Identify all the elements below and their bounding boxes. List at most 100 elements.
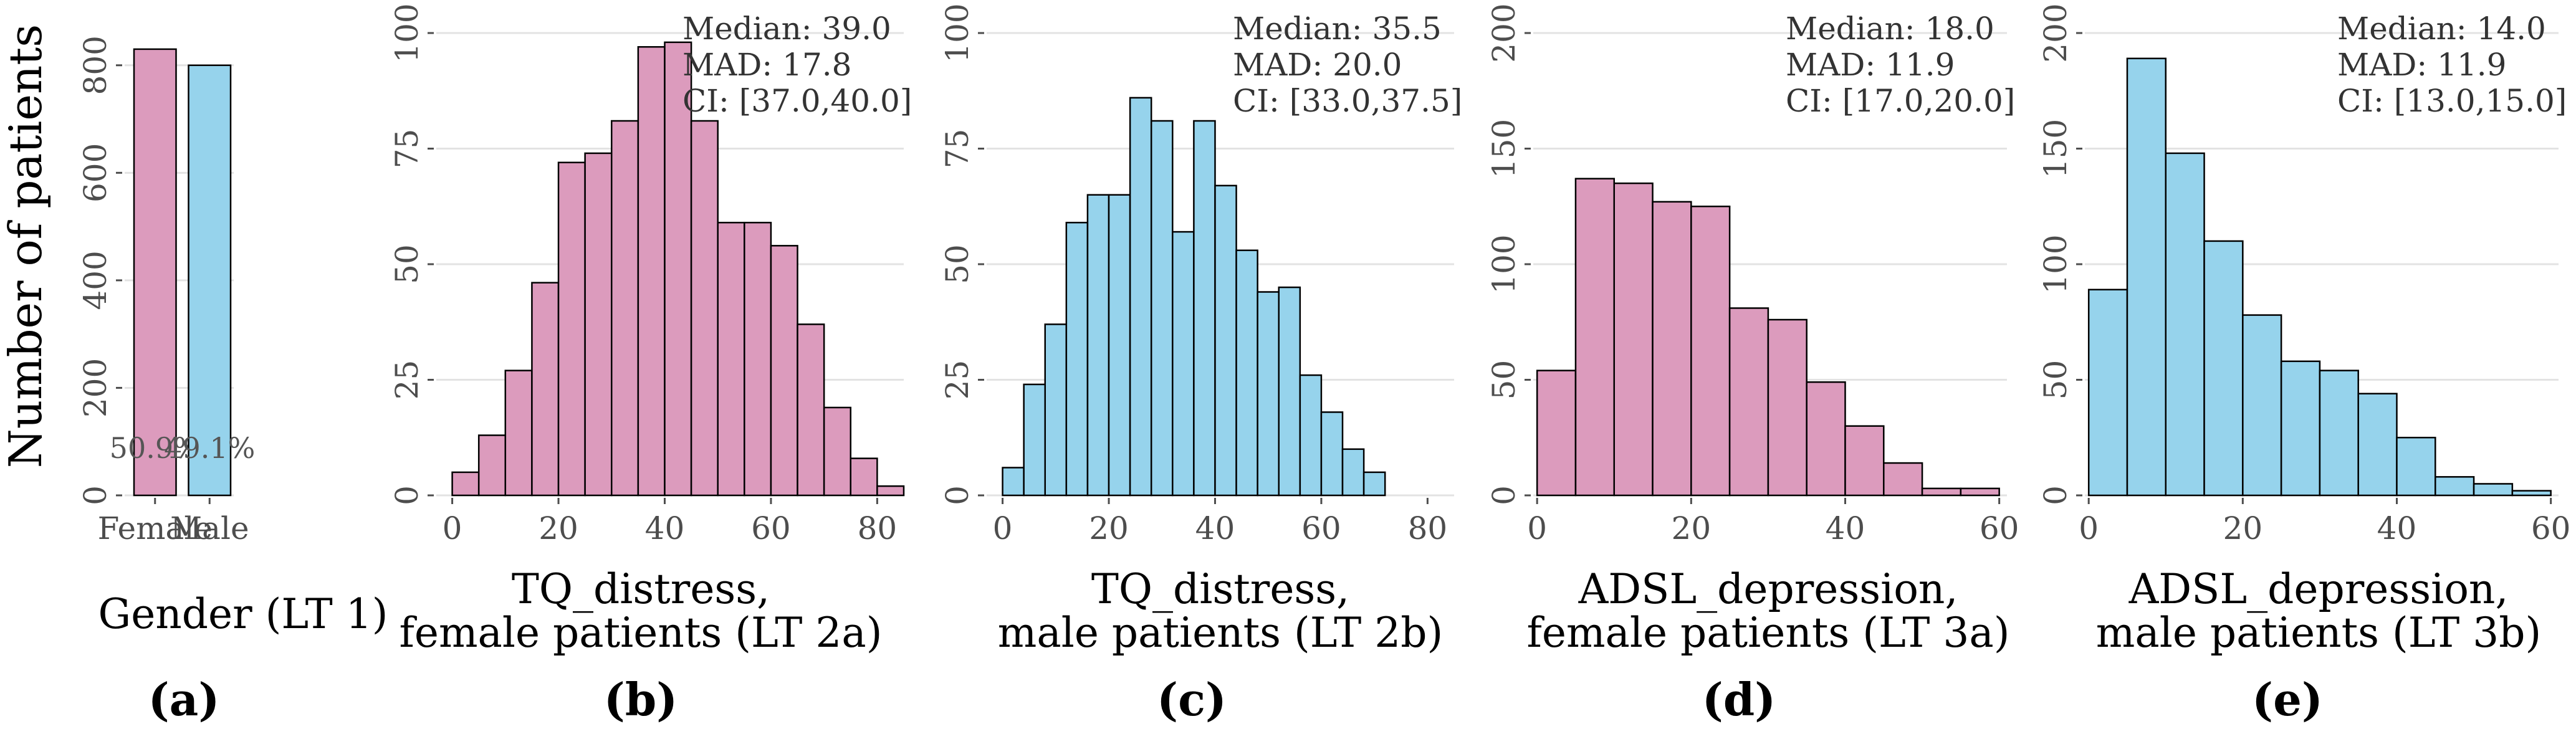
histogram-bar xyxy=(477,434,507,497)
x-tick-label: 60 xyxy=(751,510,791,546)
y-tick-label: 200 xyxy=(77,358,113,417)
histogram-bar xyxy=(1235,249,1258,497)
histogram-bar xyxy=(531,282,560,497)
bar xyxy=(188,64,232,497)
y-tick-label: 25 xyxy=(389,360,425,400)
histogram-bar xyxy=(2165,152,2205,497)
y-tick-label: 0 xyxy=(77,485,113,505)
histogram-bar xyxy=(557,161,586,497)
stats-annotation-line: Median: 39.0 xyxy=(682,11,891,47)
x-tick-label: Male xyxy=(170,510,249,546)
y-tick-label: 50 xyxy=(1486,360,1522,400)
histogram-bar xyxy=(2203,240,2244,497)
histogram-bar xyxy=(2319,369,2359,497)
histogram-bar xyxy=(2435,476,2475,497)
histogram-bar xyxy=(1172,231,1195,497)
histogram-bar xyxy=(1690,206,1731,497)
x-tick-label: 0 xyxy=(1527,510,1547,546)
histogram-bar xyxy=(584,152,613,497)
stats-annotation-line: MAD: 11.9 xyxy=(1786,47,1955,83)
x-axis-title-line: TQ_distress, xyxy=(512,565,770,613)
histogram-bar xyxy=(611,120,639,497)
histogram-bar xyxy=(1299,374,1323,497)
histogram-bar xyxy=(1728,307,1769,497)
histogram-bar xyxy=(1150,120,1174,497)
bar-percent-label: 49.1% xyxy=(164,431,255,465)
y-tick-label: 0 xyxy=(939,485,975,505)
y-tick-label: 50 xyxy=(2037,360,2074,400)
stats-annotation-line: Median: 35.5 xyxy=(1233,11,1442,47)
histogram-bar xyxy=(1002,467,1025,497)
histogram-bar xyxy=(451,471,480,497)
histogram-bar xyxy=(637,46,666,497)
histogram-bar xyxy=(1193,120,1216,497)
x-tick-label: 20 xyxy=(1672,510,1712,546)
histogram-bar xyxy=(664,41,692,497)
y-tick-label: 150 xyxy=(1486,119,1522,178)
histogram-bar xyxy=(1320,411,1344,497)
histogram-bar xyxy=(1108,194,1131,497)
histogram-bar xyxy=(1652,201,1692,497)
x-tick-label: 80 xyxy=(858,510,898,546)
x-tick-label: 40 xyxy=(1826,510,1865,546)
histogram-bar xyxy=(1806,381,1846,497)
histogram-bar xyxy=(1613,182,1654,497)
x-tick-label: 0 xyxy=(993,510,1013,546)
y-tick-label: 100 xyxy=(939,3,975,62)
x-axis-title-line: female patients (LT 2a) xyxy=(399,609,882,657)
stats-annotation-line: Median: 18.0 xyxy=(1786,11,1994,47)
histogram-bar xyxy=(1086,194,1110,497)
x-tick-label: Female xyxy=(98,510,213,546)
x-axis-title-line: TQ_distress, xyxy=(1091,565,1349,613)
histogram-bar xyxy=(1921,487,1962,497)
y-tick-label: 200 xyxy=(2037,3,2074,62)
x-tick-label: 40 xyxy=(645,510,685,546)
y-tick-label: 25 xyxy=(939,360,975,400)
histogram-bar xyxy=(2242,314,2282,497)
y-tick-label: 100 xyxy=(2037,234,2074,293)
y-tick-label: 50 xyxy=(939,244,975,284)
histogram-bar xyxy=(2473,483,2514,497)
histogram-bar xyxy=(1129,97,1152,497)
panel-label: (c) xyxy=(1157,673,1227,726)
histogram-bar xyxy=(1065,221,1089,497)
y-tick-label: 150 xyxy=(2037,119,2074,178)
histogram-bar xyxy=(1574,178,1616,497)
stats-annotation-line: MAD: 11.9 xyxy=(2337,47,2506,83)
bar-percent-label: 50.9% xyxy=(110,431,201,465)
y-tick-label: 400 xyxy=(77,250,113,310)
histogram-bar xyxy=(770,245,798,497)
x-axis-title-line: ADSL_depression, xyxy=(1578,565,1958,613)
x-tick-label: 60 xyxy=(2531,510,2571,546)
histogram-bar xyxy=(1278,286,1301,497)
x-axis-title-line: female patients (LT 3a) xyxy=(1526,609,2009,657)
histogram-bar xyxy=(690,120,719,497)
x-tick-label: 0 xyxy=(2079,510,2099,546)
histogram-bar xyxy=(2511,490,2552,497)
x-tick-label: 60 xyxy=(1980,510,2019,546)
panel-label: (a) xyxy=(148,673,220,726)
histogram-bar xyxy=(1536,369,1577,497)
histogram-bar xyxy=(1214,184,1237,497)
y-tick-label: 100 xyxy=(389,3,425,62)
x-tick-label: 0 xyxy=(443,510,462,546)
x-tick-label: 20 xyxy=(1089,510,1129,546)
y-axis-title: Number of patients xyxy=(0,24,52,468)
y-tick-label: 75 xyxy=(389,129,425,169)
bar xyxy=(133,48,177,497)
panel-label: (d) xyxy=(1702,673,1776,726)
y-tick-label: 600 xyxy=(77,143,113,203)
histogram-bar xyxy=(2087,288,2128,497)
x-tick-label: 20 xyxy=(539,510,578,546)
histogram-bar xyxy=(1257,291,1280,497)
histogram-bar xyxy=(2396,437,2436,497)
y-tick-label: 800 xyxy=(77,36,113,95)
stats-annotation-line: MAD: 17.8 xyxy=(682,47,851,83)
stats-annotation-line: CI: [13.0,15.0] xyxy=(2337,83,2567,119)
histogram-bar xyxy=(2280,360,2321,497)
x-tick-label: 20 xyxy=(2223,510,2263,546)
x-tick-label: 80 xyxy=(1408,510,1448,546)
histogram-bar xyxy=(2126,57,2167,497)
